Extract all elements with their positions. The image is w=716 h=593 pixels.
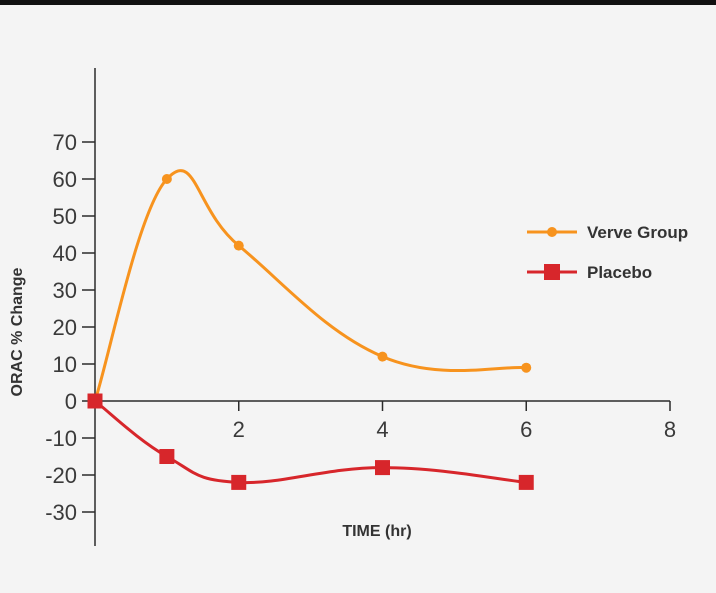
y-tick-label: 10 — [53, 352, 77, 377]
data-point-verve-group — [233, 240, 244, 251]
x-axis-title: TIME (hr) — [342, 523, 411, 540]
data-point-verve-group — [377, 351, 388, 362]
legend-marker — [547, 227, 557, 237]
data-point-placebo — [87, 393, 103, 409]
y-tick-label: -30 — [45, 500, 77, 525]
x-tick-label: 2 — [233, 417, 245, 442]
y-tick-label: 20 — [53, 315, 77, 340]
x-tick-label: 4 — [376, 417, 388, 442]
y-tick-label: 0 — [65, 389, 77, 414]
top-border — [0, 0, 716, 5]
y-tick-label: 50 — [53, 204, 77, 229]
y-tick-label: -20 — [45, 463, 77, 488]
y-tick-label: 60 — [53, 167, 77, 192]
legend-item-placebo: Placebo — [527, 263, 652, 282]
y-tick-label: 40 — [53, 241, 77, 266]
legend-label: Verve Group — [587, 223, 688, 242]
x-axis-ticks: 2 4 6 8 — [233, 401, 676, 442]
x-tick-label: 6 — [520, 417, 532, 442]
series-verve-group — [90, 169, 532, 406]
data-point-placebo — [159, 449, 175, 464]
series-placebo — [87, 393, 534, 490]
x-tick-label: 8 — [664, 417, 676, 442]
legend-marker — [544, 264, 560, 280]
y-tick-label: 30 — [53, 278, 77, 303]
series-line-verve-group — [93, 169, 527, 402]
data-point-placebo — [518, 474, 534, 490]
legend-item-verve-group: Verve Group — [527, 223, 688, 242]
data-point-placebo — [231, 474, 247, 490]
data-point-verve-group — [521, 362, 532, 373]
data-point-placebo — [375, 460, 390, 476]
y-tick-label: -10 — [45, 426, 77, 451]
y-tick-label: 70 — [53, 130, 77, 155]
data-point-verve-group — [161, 174, 172, 184]
series-line-placebo — [94, 399, 527, 485]
y-axis-ticks: 70 60 50 40 30 20 10 0 -10 -20 -30 — [45, 130, 95, 525]
series-layer — [87, 169, 534, 490]
legend: Verve Group Placebo — [527, 223, 688, 282]
y-axis-title: ORAC % Change — [9, 267, 26, 396]
legend-label: Placebo — [587, 263, 652, 282]
